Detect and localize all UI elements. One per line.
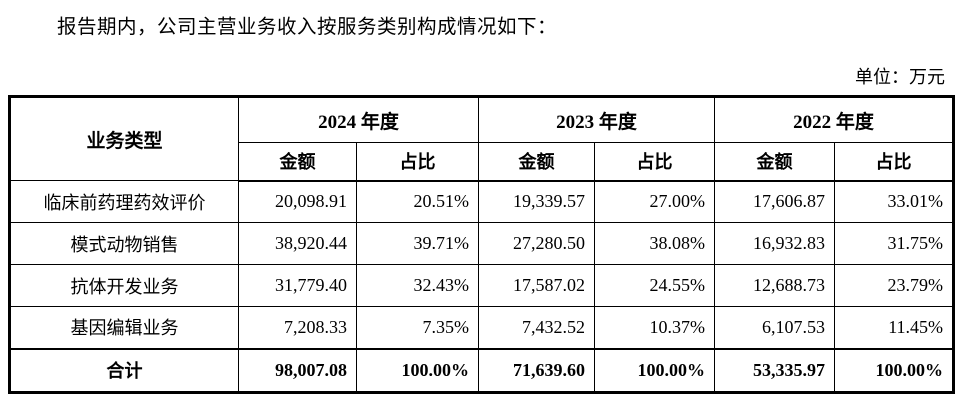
header-business-type: 业务类型 [9, 96, 239, 181]
cell-total-amount-2022: 53,335.97 [714, 347, 836, 393]
header-proportion-2024: 占比 [355, 142, 480, 182]
cell-proportion-2023: 27.00% [594, 180, 716, 223]
cell-amount-2023: 27,280.50 [478, 222, 596, 265]
cell-proportion-2023: 24.55% [594, 264, 716, 307]
revenue-by-service-table: 业务类型 2024 年度 2023 年度 2022 年度 金额 占比 金额 占比… [8, 95, 956, 394]
cell-total-amount-2023: 71,639.60 [478, 347, 596, 393]
table-row: 模式动物销售 38,920.44 39.71% 27,280.50 38.08%… [9, 222, 955, 265]
header-year-2023: 2023 年度 [478, 96, 716, 143]
unit-label: 单位：万元 [855, 67, 945, 87]
cell-business-name: 基因编辑业务 [9, 306, 239, 349]
cell-amount-2022: 17,606.87 [714, 180, 836, 223]
cell-proportion-2024: 32.43% [355, 264, 480, 307]
cell-amount-2023: 19,339.57 [478, 180, 596, 223]
table-row: 抗体开发业务 31,779.40 32.43% 17,587.02 24.55%… [9, 264, 955, 307]
cell-proportion-2022: 11.45% [834, 306, 955, 349]
header-amount-2024: 金额 [238, 142, 357, 182]
cell-proportion-2023: 10.37% [594, 306, 716, 349]
cell-proportion-2022: 23.79% [834, 264, 955, 307]
cell-total-amount-2024: 98,007.08 [238, 347, 357, 393]
table-row: 基因编辑业务 7,208.33 7.35% 7,432.52 10.37% 6,… [9, 306, 955, 349]
table-header-sub-row: 金额 占比 金额 占比 金额 占比 [10, 142, 955, 182]
header-amount-2022: 金额 [714, 142, 836, 182]
intro-paragraph: 报告期内，公司主营业务收入按服务类别构成情况如下： [57, 17, 558, 38]
cell-amount-2022: 6,107.53 [714, 306, 836, 349]
cell-amount-2024: 20,098.91 [238, 180, 357, 223]
cell-total-label: 合计 [9, 347, 239, 393]
cell-proportion-2023: 38.08% [594, 222, 716, 265]
cell-total-proportion-2022: 100.00% [834, 347, 955, 393]
cell-proportion-2022: 33.01% [834, 180, 955, 223]
cell-total-proportion-2023: 100.00% [594, 347, 716, 393]
header-amount-2023: 金额 [478, 142, 596, 182]
cell-amount-2023: 7,432.52 [478, 306, 596, 349]
cell-amount-2024: 31,779.40 [238, 264, 357, 307]
header-proportion-2022: 占比 [834, 142, 955, 182]
table-row: 临床前药理药效评价 20,098.91 20.51% 19,339.57 27.… [9, 180, 955, 223]
cell-proportion-2024: 39.71% [355, 222, 480, 265]
cell-business-name: 抗体开发业务 [9, 264, 239, 307]
cell-amount-2022: 16,932.83 [714, 222, 836, 265]
cell-proportion-2022: 31.75% [834, 222, 955, 265]
table-header-year-row: 业务类型 2024 年度 2023 年度 2022 年度 [9, 96, 955, 181]
table-total-row: 合计 98,007.08 100.00% 71,639.60 100.00% 5… [9, 347, 955, 393]
cell-amount-2023: 17,587.02 [478, 264, 596, 307]
cell-proportion-2024: 20.51% [355, 180, 480, 223]
cell-proportion-2024: 7.35% [355, 306, 480, 349]
cell-amount-2022: 12,688.73 [714, 264, 836, 307]
cell-amount-2024: 7,208.33 [238, 306, 357, 349]
header-year-2022: 2022 年度 [714, 96, 955, 143]
cell-business-name: 临床前药理药效评价 [9, 180, 239, 223]
cell-amount-2024: 38,920.44 [238, 222, 357, 265]
cell-total-proportion-2024: 100.00% [355, 347, 480, 393]
header-proportion-2023: 占比 [594, 142, 716, 182]
cell-business-name: 模式动物销售 [9, 222, 239, 265]
header-year-2024: 2024 年度 [237, 96, 480, 143]
